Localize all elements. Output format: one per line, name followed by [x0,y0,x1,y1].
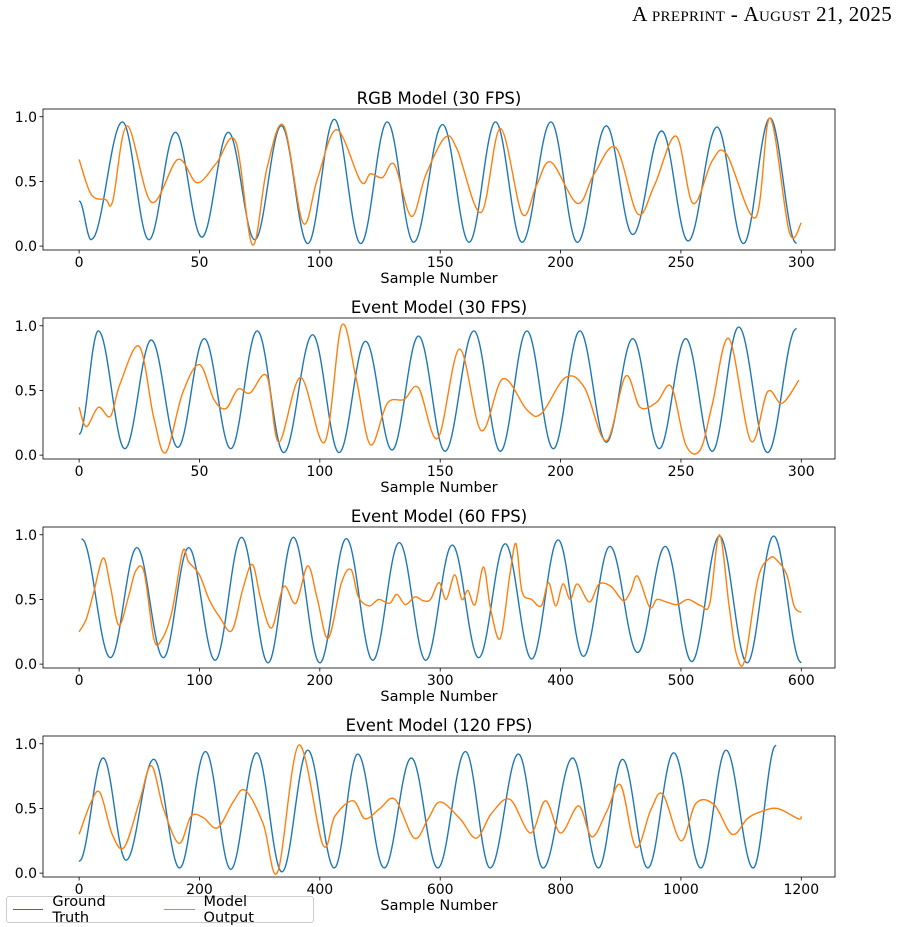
y-tick-label: 1.0 [15,319,37,335]
x-tick-label: 150 [427,255,454,271]
series-line-model-output [78,744,802,875]
x-tick-label: 1200 [783,882,819,898]
ground-truth-swatch [13,909,44,910]
plot-frame [42,735,836,878]
chart-panel-1: RGB Model (30 FPS) 0 50 100 150 200 250 300 0.0 0… [15,89,836,287]
x-tick-label: 400 [547,673,574,689]
legend-entry-ground-truth: Ground Truth [13,894,142,926]
x-tick-label: 100 [306,464,333,480]
legend-entry-model-output: Model Output [164,894,297,926]
series-line-ground-truth [78,744,777,873]
series-line-model-output [78,534,802,667]
series-group [78,117,802,246]
y-tick-label: 0.5 [15,383,37,399]
chart-title: Event Model (30 FPS) [351,298,527,317]
x-tick-label: 600 [427,882,454,898]
x-tick-label: 50 [191,255,209,271]
model-output-swatch [164,909,195,910]
chart-title: Event Model (120 FPS) [346,716,533,735]
legend-label-model-output: Model Output [203,893,254,926]
y-tick-label: 0.0 [15,448,37,464]
x-tick-label: 200 [547,464,574,480]
y-tick-label: 0.0 [15,866,37,882]
x-tick-label: 100 [186,673,213,689]
y-tick-label: 0.5 [15,592,37,608]
y-tick-label: 0.0 [15,239,37,255]
x-tick-label: 1000 [663,882,699,898]
x-tick-label: 250 [668,464,695,480]
header-label: A preprint [632,2,726,26]
series-line-model-output [78,323,800,455]
plot-frame [42,317,836,460]
series-group [78,534,802,667]
y-tick-label: 1.0 [15,110,37,126]
y-tick-label: 0.5 [15,174,37,190]
x-tick-label: 50 [191,464,209,480]
y-tick-label: 1.0 [15,737,37,753]
x-tick-label: 800 [547,882,574,898]
x-tick-label: 400 [306,882,333,898]
series-line-ground-truth [78,326,797,454]
x-axis-label: Sample Number [380,271,497,287]
x-axis-label: Sample Number [380,898,497,914]
plot-frame [42,108,836,251]
header-separator: - [725,2,744,26]
chart-panel-2: Event Model (30 FPS) 0 50 100 150 200 250 300 0.… [15,298,836,496]
x-tick-label: 0 [75,255,84,271]
page-header: A preprint - August 21, 2025 [632,2,892,27]
series-group [78,744,802,875]
x-tick-label: 0 [75,464,84,480]
x-tick-label: 300 [788,255,815,271]
y-tick-label: 1.0 [15,528,37,544]
y-tick-label: 0.0 [15,657,37,673]
legend-label-ground-truth: Ground Truth [52,893,106,926]
series-line-ground-truth [81,535,802,664]
header-date: August 21, 2025 [743,2,892,26]
plot-frame [42,526,836,669]
x-tick-label: 300 [788,464,815,480]
x-tick-label: 200 [547,255,574,271]
series-line-ground-truth [78,117,798,245]
chart-panel-4: Event Model (120 FPS) 0 200 400 600 800 1000 12… [15,716,836,914]
chart-title: Event Model (60 FPS) [351,507,527,526]
x-tick-label: 600 [788,673,815,689]
series-group [78,323,800,455]
x-tick-label: 200 [186,882,213,898]
x-tick-label: 500 [668,673,695,689]
chart-title: RGB Model (30 FPS) [357,89,522,108]
x-tick-label: 200 [306,673,333,689]
x-tick-label: 250 [668,255,695,271]
x-tick-label: 100 [306,255,333,271]
y-tick-label: 0.5 [15,801,37,817]
x-tick-label: 0 [75,882,84,898]
legend: Ground Truth Model Output [6,894,314,926]
x-tick-label: 150 [427,464,454,480]
x-axis-label: Sample Number [380,689,497,705]
chart-panel-3: Event Model (60 FPS) 0 100 200 300 400 500 600 0… [15,507,836,705]
x-tick-label: 300 [427,673,454,689]
series-line-model-output [78,117,802,246]
x-axis-label: Sample Number [380,480,497,496]
x-tick-label: 0 [75,673,84,689]
